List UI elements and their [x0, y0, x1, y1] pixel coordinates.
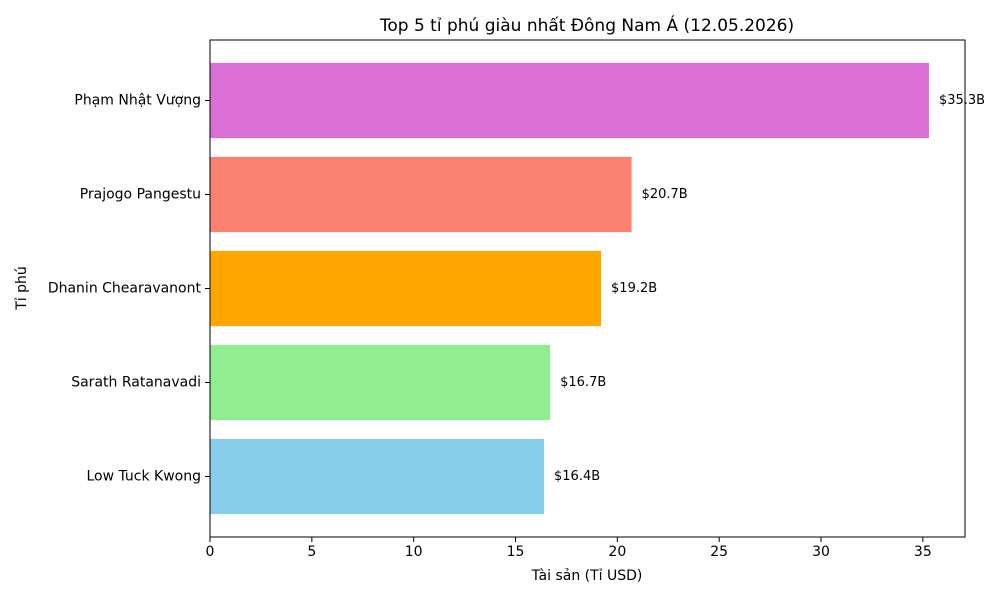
x-axis-label: Tài sản (Tỉ USD)	[531, 568, 643, 584]
y-tick-label: Prajogo Pangestu	[80, 187, 201, 203]
value-label: $16.7B	[560, 375, 606, 390]
bar	[210, 344, 551, 421]
x-tick-label: 35	[914, 544, 932, 560]
bar	[210, 250, 602, 327]
y-tick-label: Dhanin Chearavanont	[48, 281, 202, 297]
x-tick-label: 0	[206, 544, 215, 560]
bar	[210, 156, 632, 233]
value-label: $35.3B	[939, 93, 985, 108]
y-tick-label: Phạm Nhật Vượng	[74, 93, 201, 109]
y-axis-label: Tỉ phú	[14, 266, 30, 311]
value-label: $19.2B	[611, 281, 657, 296]
x-tick-label: 30	[812, 544, 830, 560]
x-tick-label: 5	[307, 544, 316, 560]
y-tick-label: Sarath Ratanavadi	[71, 375, 201, 391]
value-label: $20.7B	[642, 187, 688, 202]
value-label: $16.4B	[554, 469, 600, 484]
x-tick-label: 20	[608, 544, 626, 560]
chart-title: Top 5 tỉ phú giàu nhất Đông Nam Á (12.05…	[379, 14, 794, 36]
y-tick-label: Low Tuck Kwong	[86, 469, 201, 485]
bar	[210, 438, 545, 515]
plot-frame	[209, 39, 966, 538]
x-tick-label: 25	[710, 544, 728, 560]
bar	[210, 62, 929, 139]
x-tick-label: 15	[507, 544, 525, 560]
x-tick-label: 10	[405, 544, 423, 560]
